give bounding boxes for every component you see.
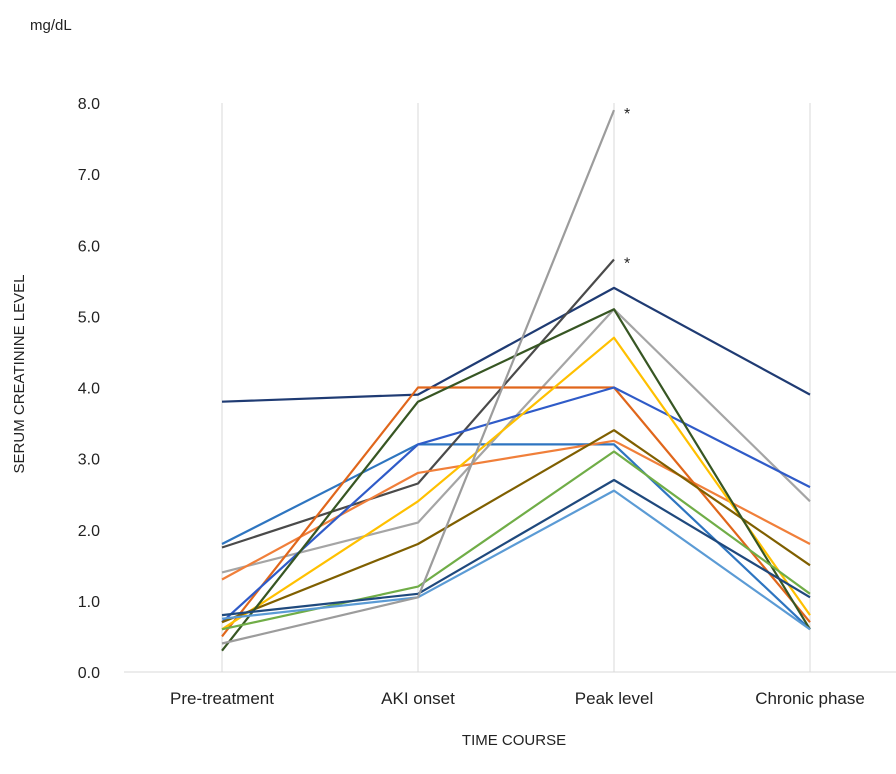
annotation-asterisk: * [624, 255, 630, 272]
series-line-6 [221, 386, 811, 638]
series-line-8 [221, 336, 811, 631]
series-line-7 [221, 386, 811, 624]
series-line-14 [221, 109, 616, 645]
series-line-12 [221, 478, 811, 617]
annotation-asterisk: * [624, 106, 630, 123]
y-tick-label: 0.0 [78, 665, 100, 682]
y-tick-label: 4.0 [78, 381, 100, 398]
x-tick-label: Pre-treatment [170, 689, 274, 708]
y-tick-label: 2.0 [78, 523, 100, 540]
x-tick-label: Chronic phase [755, 689, 865, 708]
x-axis-ticks: Pre-treatment AKI onset Peak level Chronic … [170, 689, 865, 708]
series-lines [221, 109, 811, 652]
y-tick-label: 7.0 [78, 167, 100, 184]
annotations: ** [624, 106, 630, 272]
y-axis-ticks: 0.0 1.0 2.0 3.0 4.0 5.0 6.0 7.0 8.0 [78, 96, 100, 682]
unit-label: mg/dL [30, 17, 72, 34]
y-tick-label: 6.0 [78, 238, 100, 255]
series-line-10 [221, 308, 811, 652]
x-tick-label: AKI onset [381, 689, 455, 708]
series-line-4 [221, 308, 811, 574]
x-tick-label: Peak level [575, 689, 653, 708]
y-tick-label: 1.0 [78, 594, 100, 611]
series-line-1 [221, 286, 811, 403]
series-line-3 [221, 258, 615, 549]
x-axis-title: TIME COURSE [462, 732, 566, 749]
series-line-5 [221, 439, 811, 581]
y-tick-label: 3.0 [78, 452, 100, 469]
y-axis-title: SERUM CREATININE LEVEL [11, 275, 28, 474]
series-line-13 [221, 489, 811, 631]
series-line-9 [221, 429, 811, 624]
y-tick-label: 5.0 [78, 309, 100, 326]
series-line-2 [221, 443, 811, 631]
y-tick-label: 8.0 [78, 96, 100, 113]
